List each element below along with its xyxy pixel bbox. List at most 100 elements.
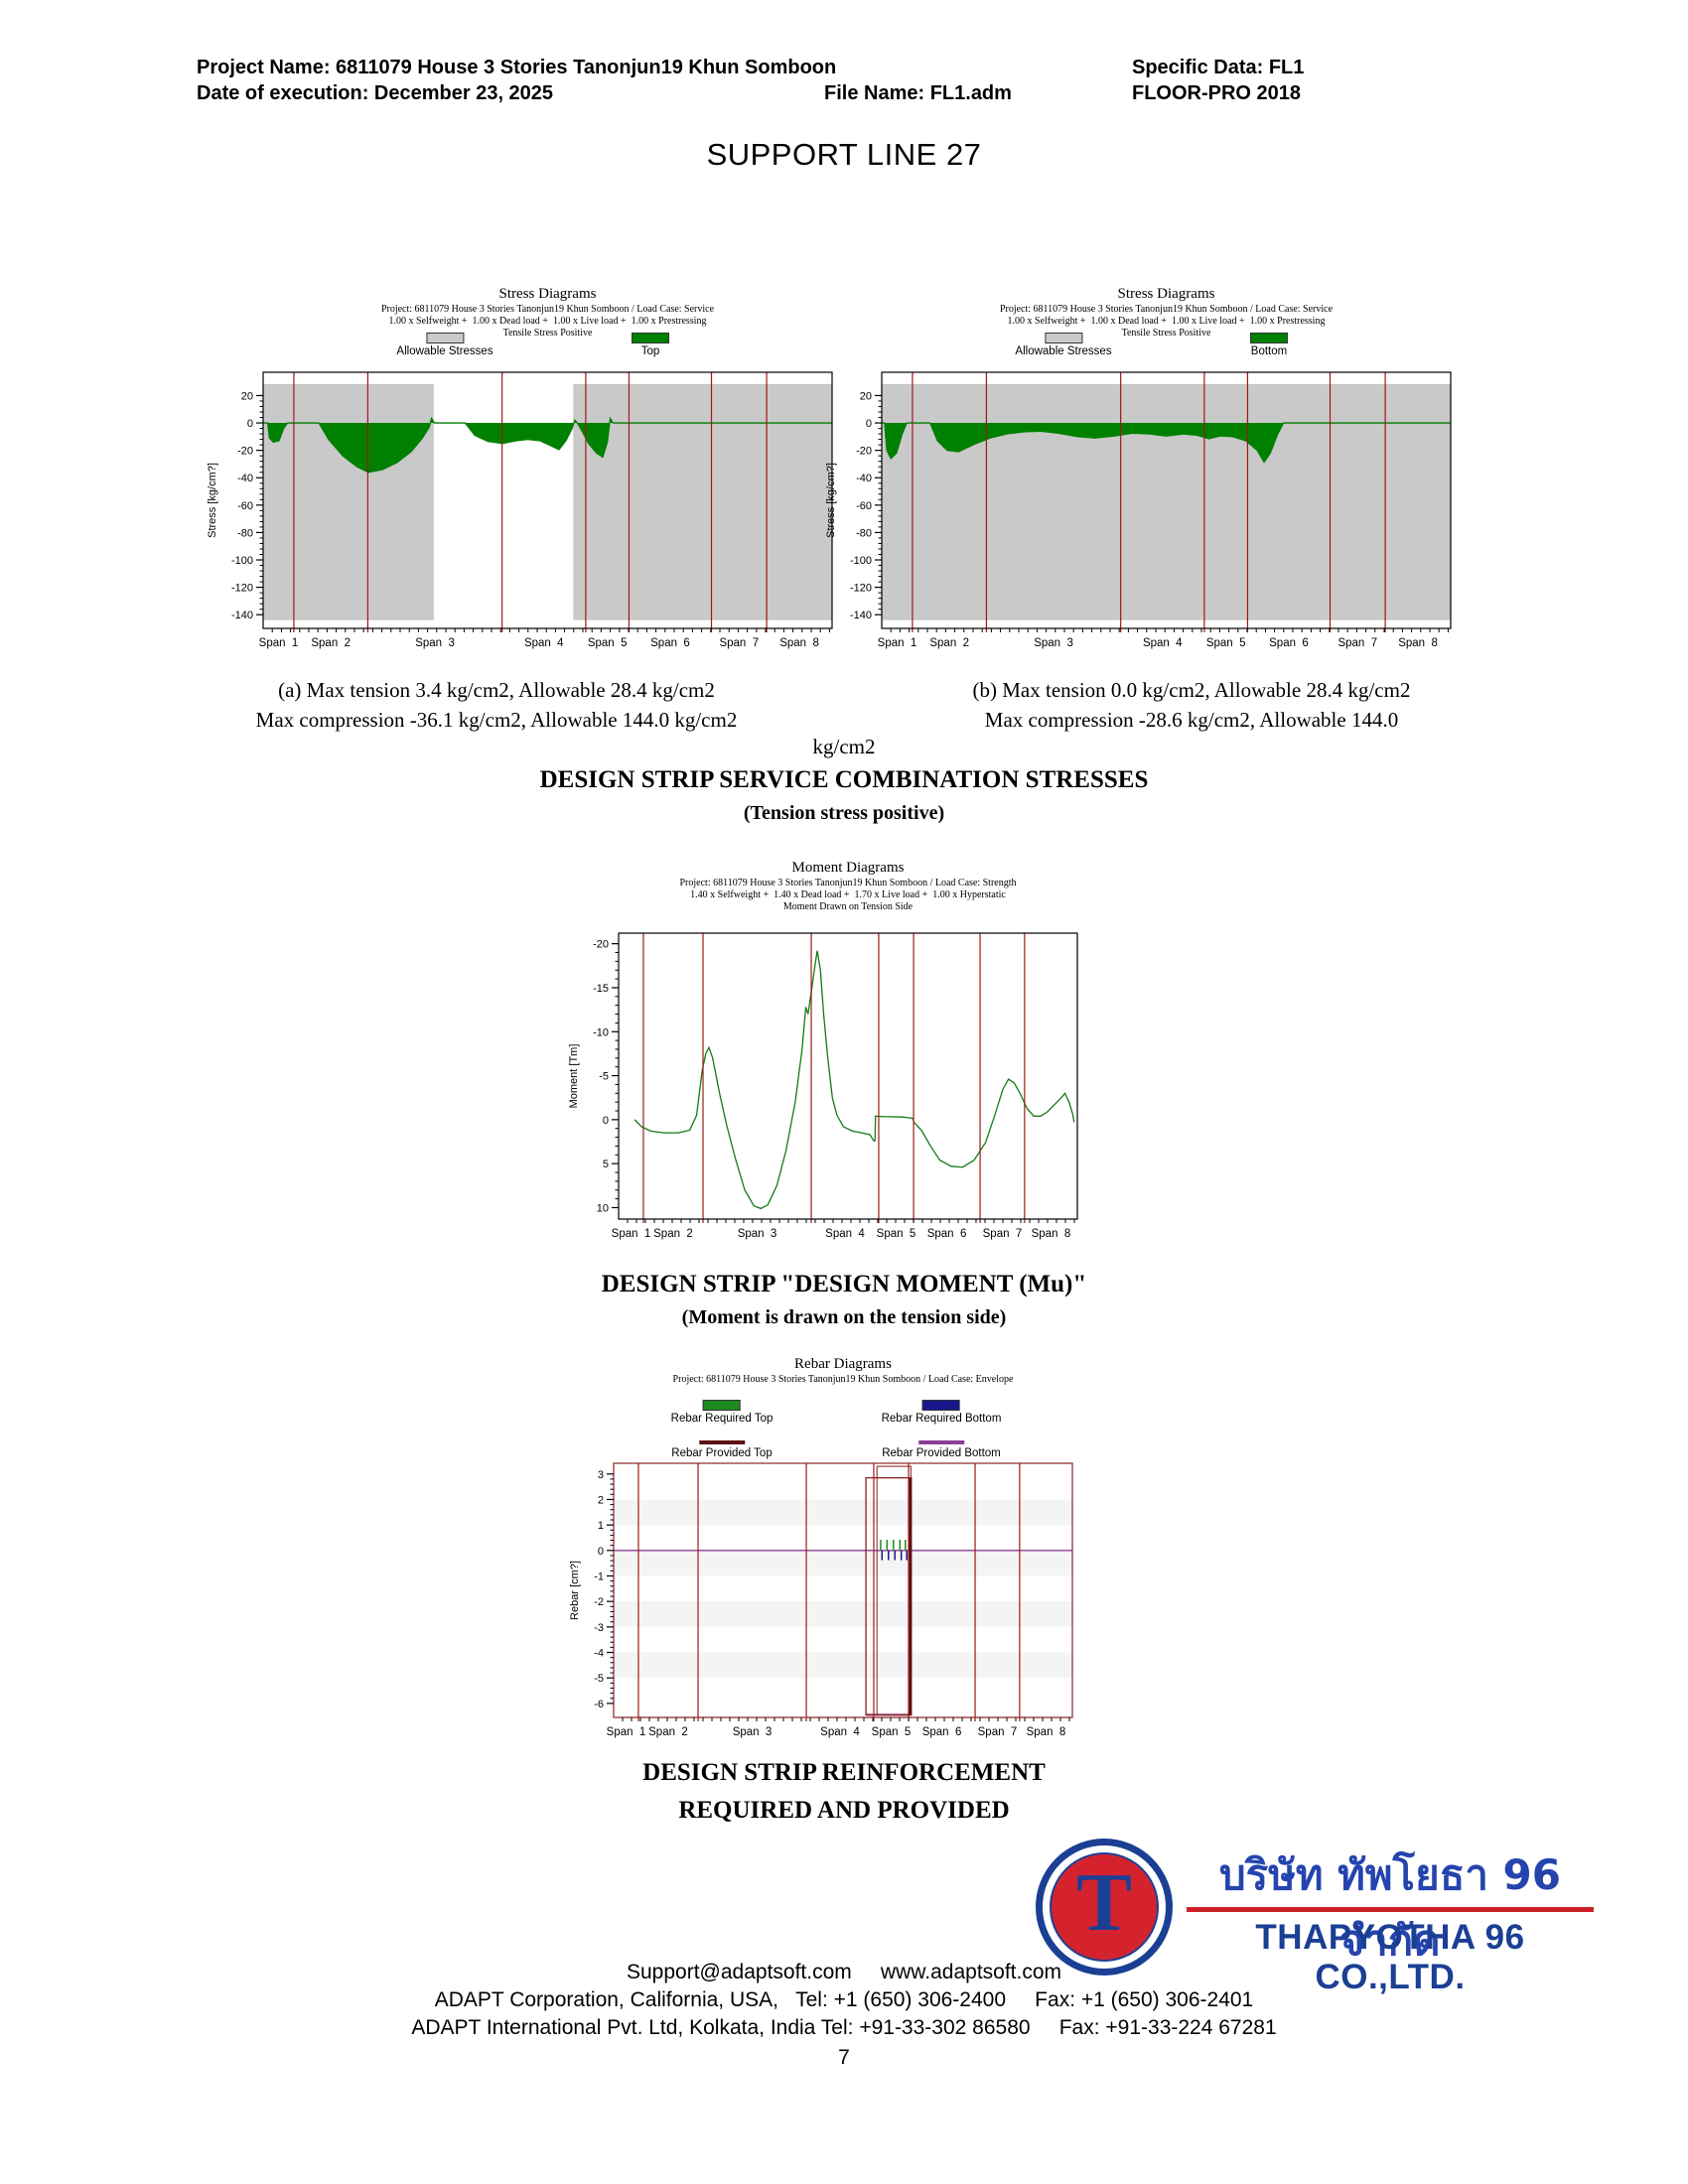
svg-text:20: 20 (241, 390, 253, 402)
caption-a-line1: (a) Max tension 3.4 kg/cm2, Allowable 28… (278, 678, 715, 702)
svg-text:-120: -120 (231, 583, 253, 595)
chart-header: Moment Diagrams Project: 6811079 House 3… (619, 860, 1077, 913)
legend-swatch (917, 1440, 964, 1444)
caption-b-line2: Max compression -28.6 kg/cm2, Allowable … (984, 708, 1399, 732)
svg-text:Span 5: Span 5 (872, 1726, 912, 1738)
svg-text:Span 8: Span 8 (1398, 637, 1438, 649)
section-subheading-stresses: (Tension stress positive) (743, 802, 945, 824)
svg-text:-2: -2 (594, 1596, 604, 1608)
svg-text:Span 6: Span 6 (922, 1726, 962, 1738)
svg-text:Span 1: Span 1 (612, 1228, 651, 1240)
svg-text:-100: -100 (850, 555, 872, 567)
legend-label: Allowable Stresses (1015, 345, 1112, 357)
chart-subtitle-project: Project: 6811079 House 3 Stories Tanonju… (679, 878, 1017, 888)
legend-label: Rebar Required Top (670, 1413, 774, 1425)
chart-subtitle-combination: 1.00 x Selfweight + 1.00 x Dead load + 1… (388, 316, 707, 327)
footer-contact-usa: ADAPT Corporation, California, USA, Tel:… (434, 1988, 1254, 2011)
svg-text:2: 2 (598, 1494, 604, 1506)
svg-text:0: 0 (866, 418, 872, 430)
header-project-name: Project Name: 6811079 House 3 Stories Ta… (197, 57, 837, 78)
svg-text:Span 2: Span 2 (311, 637, 351, 649)
legend-label: Bottom (1250, 345, 1288, 357)
svg-text:Span 3: Span 3 (415, 637, 455, 649)
header-specific-data: Specific Data: FL1 (1132, 57, 1305, 78)
stress-top-chart: Stress Diagrams Project: 6811079 House 3… (207, 283, 844, 665)
svg-text:Stress [kg/cm?]: Stress [kg/cm?] (825, 463, 837, 538)
svg-text:Span 6: Span 6 (1269, 637, 1309, 649)
company-name-english: THAPYOTHA 96 CO.,LTD. (1255, 1918, 1525, 1996)
legend-swatch (703, 1400, 741, 1411)
svg-text:Span 6: Span 6 (927, 1228, 967, 1240)
section-heading-moment: DESIGN STRIP "DESIGN MOMENT (Mu)" (601, 1271, 1087, 1297)
legend-label: Rebar Provided Top (671, 1447, 773, 1459)
svg-text:-10: -10 (593, 1026, 609, 1038)
svg-text:-20: -20 (593, 939, 609, 951)
chart-title: Moment Diagrams (791, 860, 905, 876)
svg-text:Span 4: Span 4 (524, 637, 564, 649)
svg-text:-3: -3 (594, 1622, 604, 1634)
chart-subtitle-project: Project: 6811079 House 3 Stories Tanonju… (672, 1374, 1014, 1385)
header-date: Date of execution: December 23, 2025 (197, 82, 554, 104)
page-number: 7 (838, 2046, 850, 2069)
page-title: SUPPORT LINE 27 (706, 137, 982, 172)
svg-text:0: 0 (598, 1546, 604, 1558)
svg-text:Stress [kg/cm?]: Stress [kg/cm?] (207, 463, 218, 538)
legend-label: Allowable Stresses (396, 345, 493, 357)
chart-subtitle-note: Moment Drawn on Tension Side (782, 901, 914, 912)
svg-text:-80: -80 (237, 527, 253, 539)
svg-text:Span 6: Span 6 (650, 637, 690, 649)
svg-text:Span 7: Span 7 (978, 1726, 1018, 1738)
chart-title: Stress Diagrams (498, 286, 597, 302)
svg-text:-20: -20 (237, 446, 253, 458)
svg-text:Span 8: Span 8 (1027, 1726, 1066, 1738)
svg-text:-5: -5 (594, 1673, 604, 1685)
svg-text:Span 2: Span 2 (653, 1228, 693, 1240)
section-subheading-moment: (Moment is drawn on the tension side) (681, 1306, 1007, 1328)
svg-text:Span 8: Span 8 (779, 637, 819, 649)
svg-text:-15: -15 (593, 983, 609, 995)
chart-subtitle-note: Tensile Stress Positive (502, 328, 593, 339)
svg-text:20: 20 (860, 390, 872, 402)
svg-text:-20: -20 (856, 446, 872, 458)
svg-text:-40: -40 (237, 473, 253, 484)
svg-text:Span 1: Span 1 (878, 637, 917, 649)
svg-text:Span 4: Span 4 (1143, 637, 1183, 649)
legend-item: Rebar Required Top (670, 1400, 774, 1425)
svg-text:Span 3: Span 3 (733, 1726, 773, 1738)
svg-text:Span 2: Span 2 (929, 637, 969, 649)
stress-bottom-chart: Stress Diagrams Project: 6811079 House 3… (825, 283, 1463, 665)
svg-text:5: 5 (603, 1159, 609, 1170)
svg-text:Span 5: Span 5 (1206, 637, 1246, 649)
svg-text:-60: -60 (856, 500, 872, 512)
svg-text:Span 4: Span 4 (820, 1726, 860, 1738)
svg-text:Span 3: Span 3 (738, 1228, 777, 1240)
section-heading-stresses: DESIGN STRIP SERVICE COMBINATION STRESSE… (539, 766, 1149, 793)
svg-text:-80: -80 (856, 527, 872, 539)
caption-b-line1: (b) Max tension 0.0 kg/cm2, Allowable 28… (972, 678, 1411, 702)
svg-text:Span 4: Span 4 (825, 1228, 865, 1240)
svg-text:Span 5: Span 5 (877, 1228, 916, 1240)
legend-label: Rebar Required Bottom (881, 1413, 1002, 1425)
footer-contact-web: Support@adaptsoft.com www.adaptsoft.com (626, 1961, 1062, 1983)
svg-text:Span 5: Span 5 (588, 637, 628, 649)
caption-a: (a) Max tension 3.4 kg/cm2, Allowable 28… (149, 675, 844, 735)
svg-text:10: 10 (597, 1202, 609, 1214)
chart-subtitle-combination: 1.40 x Selfweight + 1.40 x Dead load + 1… (690, 889, 1006, 900)
svg-text:Span 1: Span 1 (607, 1726, 646, 1738)
rebar-chart: Rebar Diagrams Project: 6811079 House 3 … (561, 1352, 1127, 1749)
svg-text:1: 1 (598, 1520, 604, 1532)
svg-text:-40: -40 (856, 473, 872, 484)
svg-text:-140: -140 (850, 610, 872, 621)
chart-title: Stress Diagrams (1117, 286, 1215, 302)
company-name-thai: บริษัท ทัพโยธา 96 จำกัด (1218, 1850, 1562, 1965)
legend-label: Top (640, 345, 660, 357)
svg-text:-1: -1 (594, 1570, 604, 1582)
svg-text:Span 3: Span 3 (1034, 637, 1073, 649)
header-software: FLOOR-PRO 2018 (1132, 82, 1302, 104)
svg-text:0: 0 (247, 418, 253, 430)
company-logo: T (1036, 1839, 1173, 1976)
svg-text:Moment [Tm]: Moment [Tm] (568, 1044, 580, 1109)
svg-text:Span 2: Span 2 (648, 1726, 688, 1738)
caption-b: (b) Max tension 0.0 kg/cm2, Allowable 28… (844, 675, 1539, 735)
